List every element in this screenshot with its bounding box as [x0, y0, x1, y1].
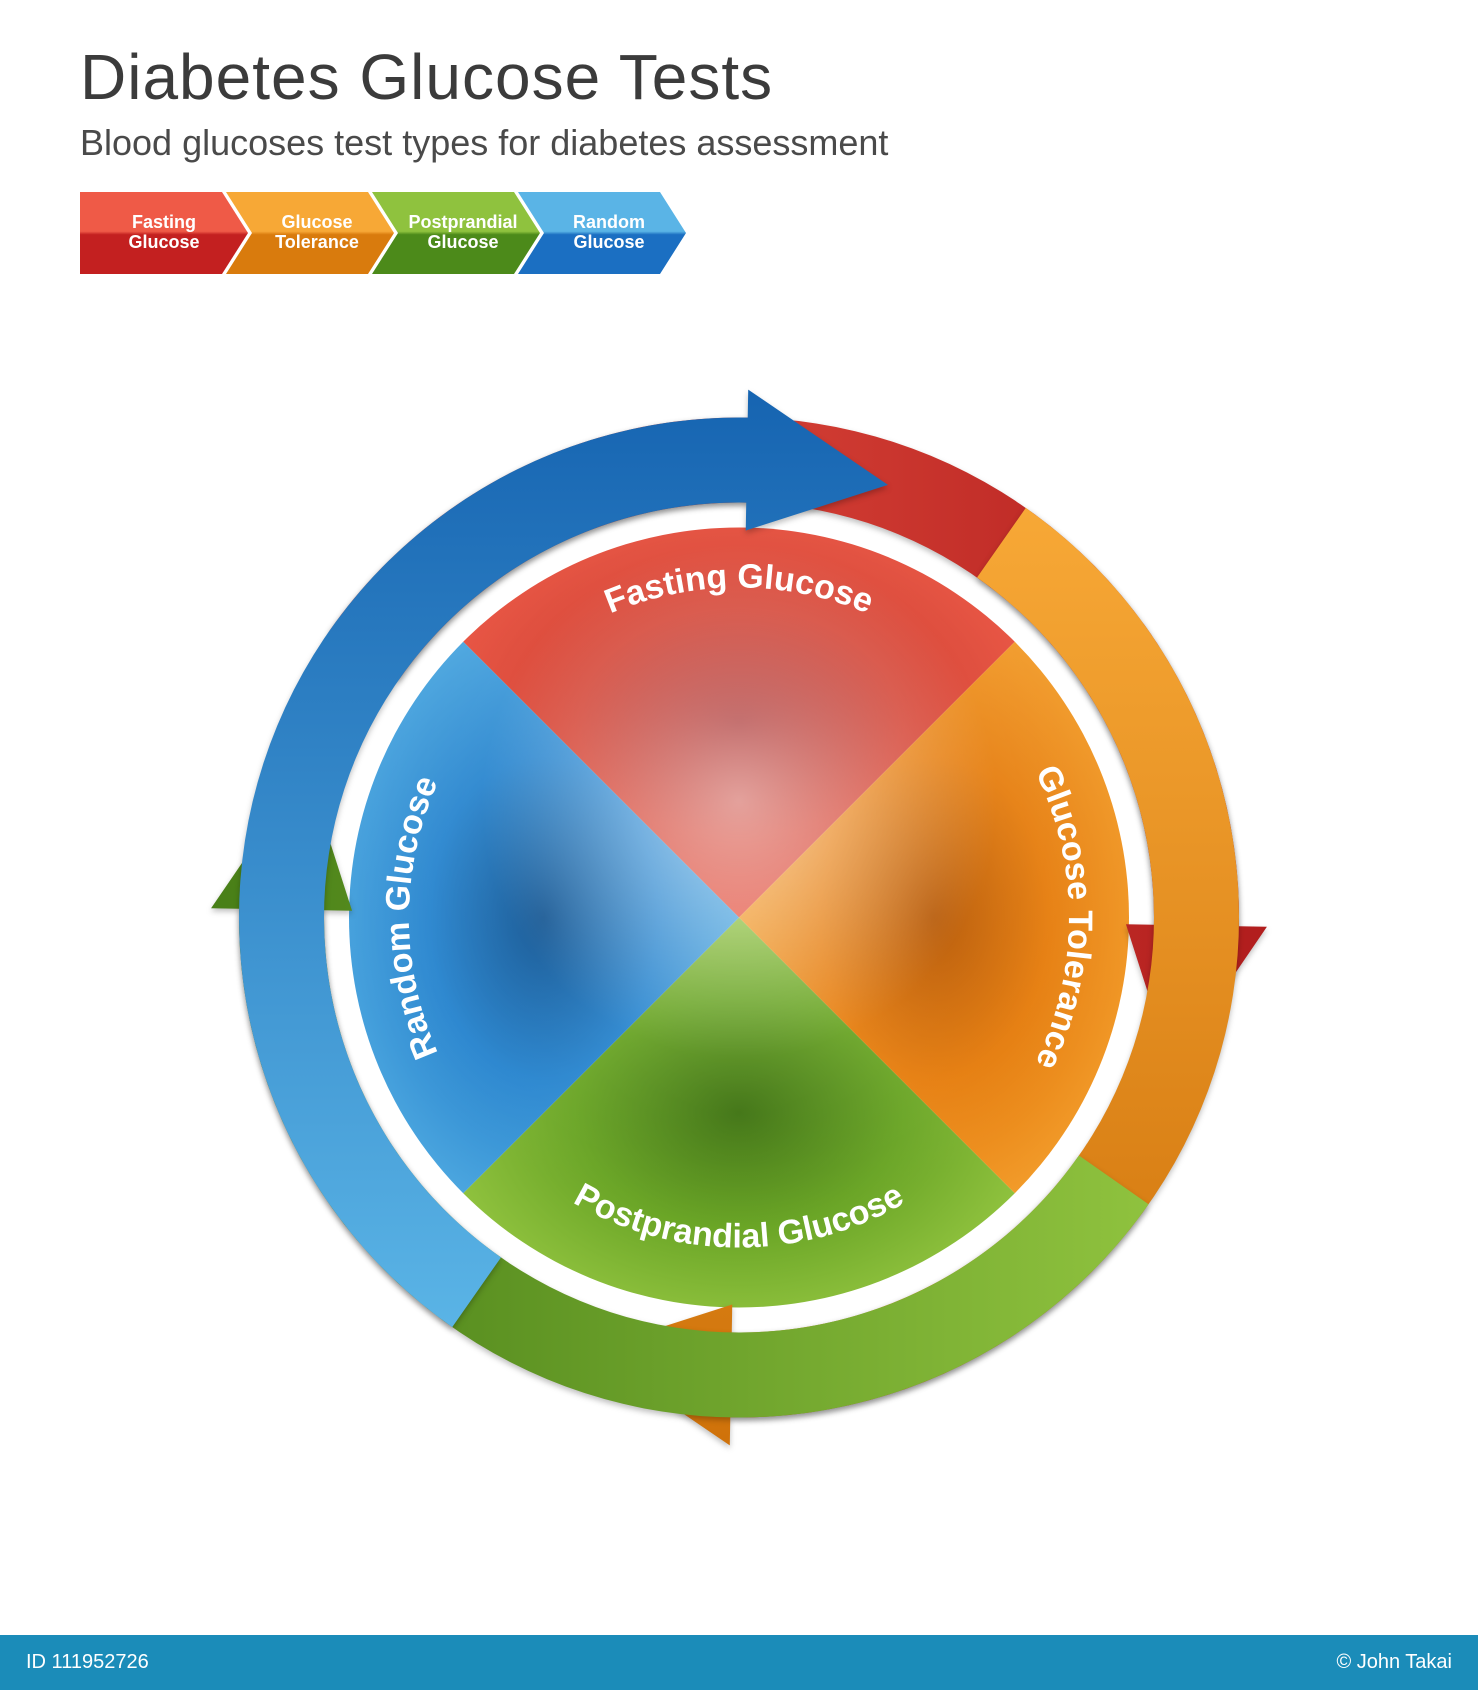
- legend-strip: FastingGlucose GlucoseTolerance Postprandi…: [80, 188, 686, 278]
- footer-bar: ID 111952726 © John Takai: [0, 1635, 1478, 1690]
- page-subtitle: Blood glucoses test types for diabetes a…: [80, 122, 888, 164]
- footer-credit: © John Takai: [1336, 1651, 1452, 1674]
- legend-item-2: PostprandialGlucose: [372, 192, 540, 274]
- page-title: Diabetes Glucose Tests: [80, 40, 773, 114]
- legend-label: GlucoseTolerance: [275, 213, 359, 253]
- legend-label: PostprandialGlucose: [408, 213, 517, 253]
- legend-label: FastingGlucose: [128, 213, 199, 253]
- legend-item-1: GlucoseTolerance: [226, 192, 394, 274]
- wheel-chart: Fasting GlucoseGlucose TolerancePostpran…: [199, 378, 1279, 1463]
- legend-item-3: RandomGlucose: [518, 192, 686, 274]
- wheel-svg: Fasting GlucoseGlucose TolerancePostpran…: [199, 378, 1279, 1458]
- page: Diabetes Glucose Tests Blood glucoses te…: [0, 0, 1478, 1690]
- footer-id: ID 111952726: [26, 1651, 149, 1674]
- legend-label: RandomGlucose: [573, 213, 645, 253]
- legend-item-0: FastingGlucose: [80, 192, 248, 274]
